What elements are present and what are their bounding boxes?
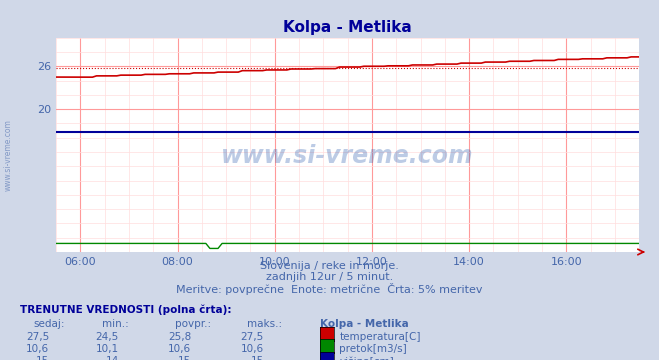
Text: www.si-vreme.com: www.si-vreme.com: [3, 119, 13, 191]
Title: Kolpa - Metlika: Kolpa - Metlika: [283, 20, 412, 35]
Text: višina[cm]: višina[cm]: [339, 356, 394, 360]
Text: 27,5: 27,5: [241, 332, 264, 342]
Text: Meritve: povprečne  Enote: metrične  Črta: 5% meritev: Meritve: povprečne Enote: metrične Črta:…: [176, 283, 483, 294]
Text: 10,6: 10,6: [241, 344, 264, 354]
Text: www.si-vreme.com: www.si-vreme.com: [221, 144, 474, 168]
Text: 10,6: 10,6: [168, 344, 191, 354]
Text: zadnjih 12ur / 5 minut.: zadnjih 12ur / 5 minut.: [266, 272, 393, 282]
Text: temperatura[C]: temperatura[C]: [339, 332, 421, 342]
Text: 25,8: 25,8: [168, 332, 191, 342]
Text: 10,6: 10,6: [26, 344, 49, 354]
Text: 15: 15: [36, 356, 49, 360]
Text: 27,5: 27,5: [26, 332, 49, 342]
Text: 10,1: 10,1: [96, 344, 119, 354]
Text: 14: 14: [105, 356, 119, 360]
Text: 15: 15: [178, 356, 191, 360]
Text: povpr.:: povpr.:: [175, 319, 211, 329]
Text: Slovenija / reke in morje.: Slovenija / reke in morje.: [260, 261, 399, 271]
Text: 24,5: 24,5: [96, 332, 119, 342]
Text: maks.:: maks.:: [247, 319, 282, 329]
Text: 15: 15: [250, 356, 264, 360]
Text: pretok[m3/s]: pretok[m3/s]: [339, 344, 407, 354]
Text: min.:: min.:: [102, 319, 129, 329]
Text: sedaj:: sedaj:: [33, 319, 65, 329]
Text: Kolpa - Metlika: Kolpa - Metlika: [320, 319, 409, 329]
Text: TRENUTNE VREDNOSTI (polna črta):: TRENUTNE VREDNOSTI (polna črta):: [20, 304, 231, 315]
